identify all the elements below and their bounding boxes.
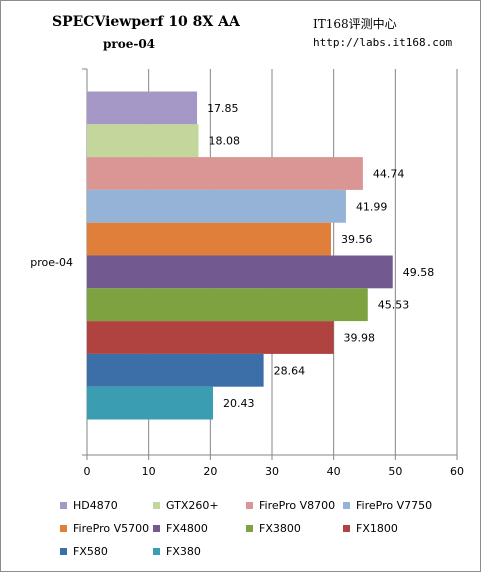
- legend-label: FirePro V8700: [259, 499, 336, 512]
- data-label: 44.74: [373, 168, 405, 181]
- legend-swatch: [60, 502, 67, 509]
- legend-item: FirePro V8700: [246, 499, 343, 512]
- chart-subtitle: proe-04: [103, 37, 156, 51]
- x-tick-label: 20: [203, 465, 217, 478]
- legend-row: HD4870 GTX260+ FirePro V8700 FirePro V7750: [60, 494, 475, 517]
- site-name: IT168评测中心: [313, 17, 397, 31]
- legend-item: FX580: [60, 545, 153, 558]
- bar-gtx260-: [87, 124, 199, 158]
- legend-swatch: [153, 502, 160, 509]
- data-label: 20.43: [223, 397, 255, 410]
- legend-row: FX580 FX380: [60, 540, 475, 563]
- site-url: http://labs.it168.com: [313, 36, 453, 49]
- legend-item: FX1800: [343, 522, 436, 535]
- bar-hd4870: [87, 91, 198, 125]
- legend-label: FX1800: [356, 522, 398, 535]
- legend-label: FirePro V5700: [73, 522, 150, 535]
- x-tick-label: 60: [450, 465, 464, 478]
- legend-label: FX4800: [166, 522, 208, 535]
- legend-row: FirePro V5700 FX4800 FX3800 FX1800: [60, 517, 475, 540]
- legend-label: FX380: [166, 545, 201, 558]
- legend-swatch: [246, 525, 253, 532]
- legend-swatch: [343, 502, 350, 509]
- x-tick-label: 40: [327, 465, 341, 478]
- legend-item: FirePro V7750: [343, 499, 436, 512]
- legend-item: FX380: [153, 545, 246, 558]
- chart-title: SPECViewperf 10 8X AA: [52, 14, 240, 30]
- legend-swatch: [343, 525, 350, 532]
- data-label: 45.53: [378, 299, 410, 312]
- bar-fx4800: [87, 255, 393, 289]
- legend-item: FX4800: [153, 522, 246, 535]
- legend-swatch: [153, 548, 160, 555]
- x-tick-label: 10: [142, 465, 156, 478]
- data-label: 18.08: [208, 135, 240, 148]
- legend-swatch: [246, 502, 253, 509]
- legend-item: HD4870: [60, 499, 153, 512]
- bar-fx1800: [87, 321, 334, 354]
- data-label: 39.98: [344, 332, 376, 345]
- legend-item: FX3800: [246, 522, 343, 535]
- bar-fx3800: [87, 288, 368, 322]
- data-label: 41.99: [356, 200, 388, 213]
- bar-firepro-v7750: [87, 189, 346, 223]
- legend-item: GTX260+: [153, 499, 246, 512]
- bar-firepro-v8700: [87, 157, 363, 190]
- x-tick-label: 50: [388, 465, 402, 478]
- legend-label: FX580: [73, 545, 108, 558]
- x-tick-label: 30: [265, 465, 279, 478]
- bar-firepro-v5700: [87, 222, 331, 256]
- x-tick-label: 0: [84, 465, 91, 478]
- legend-label: HD4870: [73, 499, 118, 512]
- data-label: 39.56: [341, 233, 373, 246]
- legend-swatch: [60, 548, 67, 555]
- bar-fx580: [87, 353, 264, 387]
- category-label: proe-04: [30, 256, 73, 269]
- legend-item: FirePro V5700: [60, 522, 153, 535]
- bar-fx380: [87, 386, 213, 420]
- legend-swatch: [60, 525, 67, 532]
- legend-label: FirePro V7750: [356, 499, 433, 512]
- data-label: 49.58: [403, 266, 435, 279]
- legend-label: GTX260+: [166, 499, 219, 512]
- legend-label: FX3800: [259, 522, 301, 535]
- legend-swatch: [153, 525, 160, 532]
- data-label: 28.64: [274, 364, 306, 377]
- chart-legend: HD4870 GTX260+ FirePro V8700 FirePro V7750 F…: [60, 494, 475, 563]
- data-label: 17.85: [207, 102, 239, 115]
